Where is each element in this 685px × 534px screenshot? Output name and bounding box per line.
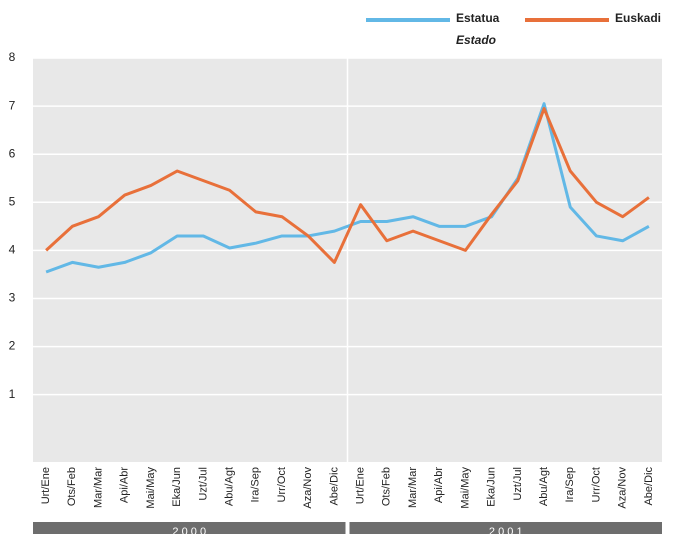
x-tick-label: Urt/Ene (40, 467, 52, 504)
x-tick-label: Abu/Agt (223, 467, 235, 506)
y-tick-label: 4 (9, 243, 16, 257)
x-tick-label: Mar/Mar (92, 467, 104, 508)
x-tick-label: Eka/Jun (171, 467, 183, 507)
x-tick-label: Abu/Agt (538, 467, 550, 506)
x-tick-label: Abe/Dic (328, 467, 340, 506)
y-tick-label: 1 (9, 387, 16, 401)
x-tick-label: Api/Abr (433, 467, 445, 503)
y-tick-label: 3 (9, 291, 16, 305)
x-tick-label: Abe/Dic (643, 467, 655, 506)
y-tick-label: 5 (9, 194, 16, 208)
y-tick-label: 2 (9, 339, 16, 353)
y-tick-label: 6 (9, 146, 16, 160)
x-tick-label: Eka/Jun (486, 467, 498, 507)
legend-label: Euskadi (615, 11, 661, 25)
x-tick-label: Mai/May (459, 467, 471, 509)
legend-label: Estatua (456, 11, 500, 25)
y-tick-label: 7 (9, 98, 16, 112)
x-tick-label: Urt/Ene (355, 467, 367, 504)
x-tick-label: Mar/Mar (407, 467, 419, 508)
x-tick-label: Mai/May (145, 467, 157, 509)
x-tick-label: Ots/Feb (66, 467, 78, 506)
x-tick-label: Uzt/Jul (197, 467, 209, 501)
x-tick-label: Uzt/Jul (512, 467, 524, 501)
x-tick-label: Aza/Nov (617, 467, 629, 509)
group-label: 2 0 0 0 (172, 526, 206, 534)
x-tick-label: Api/Abr (119, 467, 131, 503)
legend-label: Estado (456, 33, 496, 47)
group-bar (349, 522, 662, 534)
y-tick-label: 8 (9, 50, 16, 64)
group-label: 2 0 0 1 (489, 526, 523, 534)
x-tick-label: Aza/Nov (302, 467, 314, 509)
x-tick-label: Urr/Oct (276, 467, 288, 502)
x-tick-label: Ira/Sep (564, 467, 576, 502)
group-bar (33, 522, 346, 534)
x-tick-label: Urr/Oct (590, 467, 602, 502)
line (45, 107, 650, 264)
x-tick-label: Ots/Feb (381, 467, 393, 506)
x-tick-label: Ira/Sep (250, 467, 262, 502)
